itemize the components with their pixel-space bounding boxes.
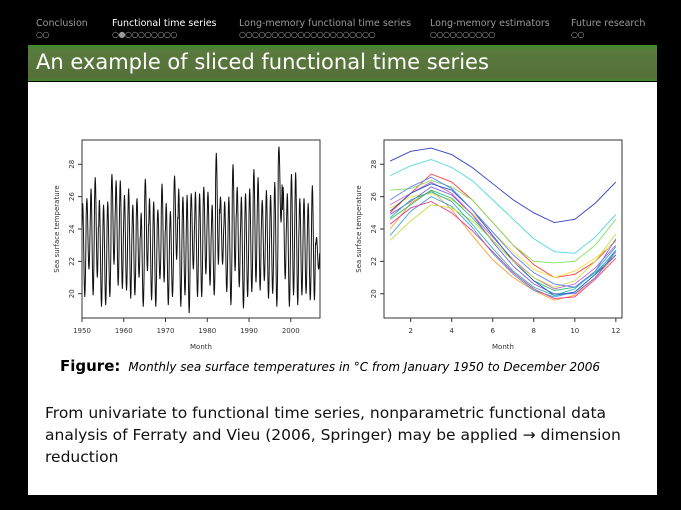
nav-section-2[interactable]: Long-memory functional time series ○○○○○○… xyxy=(239,18,411,40)
frame-title-bar: An example of sliced functional time ser… xyxy=(28,45,657,81)
x-tick-label: 1990 xyxy=(240,327,258,335)
x-tick-label: 1980 xyxy=(198,327,216,335)
x-tick-label: 2000 xyxy=(282,327,300,335)
section-navigation: Conclusion ○○ Functional time series ○●○○○○… xyxy=(0,0,681,44)
x-tick-label: 6 xyxy=(491,327,496,335)
yearly-curve-11 xyxy=(389,183,617,296)
y-tick-label: 24 xyxy=(370,224,378,233)
body-text: From univariate to functional time serie… xyxy=(45,404,621,466)
nav-section-label: Long-memory functional time series xyxy=(239,18,412,29)
yearly-curve-6 xyxy=(389,189,617,291)
x-axis-label: Month xyxy=(190,343,212,351)
y-tick-label: 20 xyxy=(68,289,76,298)
x-tick-label: 1970 xyxy=(157,327,175,335)
yearly-curve-14 xyxy=(389,176,617,288)
nav-section-0[interactable]: Conclusion ○○ xyxy=(36,18,88,40)
nav-section-label: Conclusion xyxy=(36,18,88,29)
sst-series-line xyxy=(81,146,321,314)
monthly-sst-time-series-chart: 1950 1960 1970 1980 1990 20002022242628MonthS… xyxy=(53,139,623,351)
yearly-curve-10 xyxy=(389,201,617,300)
slide-body: 1950 1960 1970 1980 1990 2000 20 22 24 26 28 Month S… xyxy=(28,82,657,495)
y-tick-label: 24 xyxy=(68,224,76,233)
nav-slide-dots[interactable]: ○○ xyxy=(36,30,49,39)
x-tick-label: 12 xyxy=(611,327,620,335)
yearly-curve-12 xyxy=(389,204,617,288)
nav-section-1[interactable]: Functional time series ○●○○○○○○○○ xyxy=(112,18,217,40)
yearly-curve-4 xyxy=(389,192,617,279)
x-axis-label: Month xyxy=(492,343,514,351)
yearly-curve-9 xyxy=(389,181,617,290)
nav-section-label: Long-memory estimators xyxy=(430,18,550,29)
nav-section-label: Future research xyxy=(571,18,646,29)
figure-caption: Figure: Monthly sea surface temperatures … xyxy=(60,357,600,375)
y-tick-label: 22 xyxy=(68,257,76,266)
nav-section-4[interactable]: Future research ○○ xyxy=(571,18,645,40)
figure-label: Figure: xyxy=(60,357,121,375)
x-tick-label: 2 xyxy=(408,327,412,335)
yearly-curve-8 xyxy=(389,186,617,295)
y-tick-label: 26 xyxy=(370,192,378,201)
yearly-curve-0 xyxy=(389,147,617,223)
x-tick-label: 8 xyxy=(532,327,536,335)
y-tick-label: 20 xyxy=(370,289,378,298)
yearly-curve-1 xyxy=(389,158,617,254)
yearly-curve-3 xyxy=(389,189,617,301)
x-tick-label: 10 xyxy=(570,327,579,335)
y-tick-label: 28 xyxy=(68,160,76,169)
nav-slide-dots[interactable]: ○○○○○○○○○○ xyxy=(430,30,495,39)
y-axis-label: Sea surface temperature xyxy=(53,185,61,272)
nav-slide-dots[interactable]: ○○○○○○○○○○○○○○○○○○○○○ xyxy=(239,30,376,39)
y-tick-label: 28 xyxy=(370,160,378,169)
nav-slide-dots[interactable]: ○●○○○○○○○○ xyxy=(112,30,177,39)
yearly-curve-13 xyxy=(389,191,617,296)
x-tick-label: 1960 xyxy=(115,327,133,335)
yearly-curve-5 xyxy=(390,179,617,264)
y-tick-label: 22 xyxy=(370,257,378,266)
nav-section-label: Functional time series xyxy=(112,18,217,29)
y-axis-label: Sea surface temperature xyxy=(355,185,363,272)
x-tick-label: 1950 xyxy=(73,327,91,335)
x-tick-label: 4 xyxy=(449,327,454,335)
nav-slide-dots[interactable]: ○○ xyxy=(571,30,584,39)
plot-frame xyxy=(383,139,623,319)
nav-section-3[interactable]: Long-memory estimators ○○○○○○○○○○ xyxy=(430,18,550,40)
figure-caption-text: Monthly sea surface temperatures in °C f… xyxy=(128,360,601,374)
frame-title: An example of sliced functional time ser… xyxy=(36,50,489,74)
y-tick-label: 26 xyxy=(68,192,76,201)
